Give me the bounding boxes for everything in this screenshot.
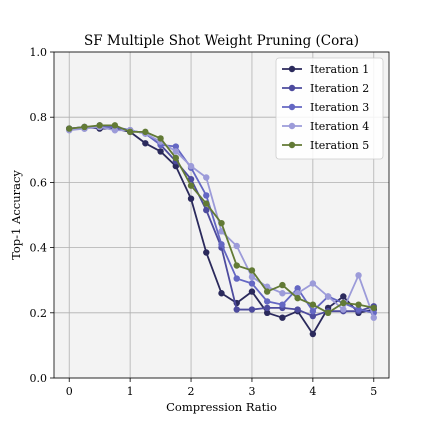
data-point bbox=[248, 288, 256, 295]
data-point bbox=[218, 241, 225, 248]
data-point bbox=[172, 154, 180, 162]
y-axis-label: Top-1 Accuracy bbox=[9, 170, 23, 260]
x-tick-label: 2 bbox=[188, 385, 195, 398]
chart-title: SF Multiple Shot Weight Pruning (Cora) bbox=[84, 33, 359, 49]
data-point bbox=[126, 128, 134, 136]
y-tick-label: 0.0 bbox=[30, 372, 48, 385]
data-point bbox=[203, 174, 210, 181]
data-point bbox=[248, 280, 256, 287]
data-point bbox=[294, 285, 301, 292]
data-point bbox=[294, 294, 301, 302]
legend-entry: Iteration 4 bbox=[282, 120, 369, 133]
data-point bbox=[218, 219, 225, 227]
data-point bbox=[340, 306, 347, 313]
data-point bbox=[233, 242, 240, 250]
legend-marker bbox=[288, 141, 296, 149]
legend-label: Iteration 2 bbox=[310, 82, 369, 95]
data-point bbox=[203, 192, 210, 199]
data-point bbox=[324, 309, 332, 316]
data-point bbox=[340, 299, 347, 307]
data-point bbox=[81, 123, 88, 131]
data-point bbox=[96, 122, 103, 129]
x-tick-label: 5 bbox=[370, 385, 377, 398]
data-point bbox=[187, 182, 195, 189]
data-point bbox=[263, 304, 271, 312]
series-layer bbox=[66, 122, 377, 338]
data-point bbox=[187, 195, 195, 202]
data-point bbox=[172, 148, 180, 155]
data-point bbox=[309, 312, 317, 320]
data-point bbox=[294, 290, 301, 297]
x-axis-label: Compression Ratio bbox=[166, 400, 277, 414]
data-point bbox=[218, 290, 225, 297]
legend-box bbox=[275, 57, 384, 160]
data-point bbox=[309, 280, 317, 287]
y-tick-label: 0.4 bbox=[30, 242, 48, 255]
legend-entry: Iteration 1 bbox=[282, 63, 369, 76]
legend-marker bbox=[288, 122, 296, 130]
data-point bbox=[355, 272, 362, 279]
data-point bbox=[187, 175, 195, 183]
data-point bbox=[233, 306, 240, 313]
data-point bbox=[203, 206, 210, 214]
y-tick-label: 1.0 bbox=[30, 46, 48, 59]
data-point bbox=[111, 122, 119, 129]
y-tick-label: 0.2 bbox=[30, 307, 48, 320]
data-point bbox=[142, 140, 149, 147]
y-tick-label: 0.8 bbox=[30, 111, 48, 124]
data-point bbox=[157, 135, 164, 142]
data-point bbox=[355, 306, 362, 313]
data-point bbox=[172, 162, 180, 170]
data-point bbox=[324, 293, 332, 300]
series-5 bbox=[66, 122, 377, 316]
legend-entry: Iteration 2 bbox=[282, 82, 369, 95]
data-point bbox=[172, 143, 180, 150]
axes: 0 1 2 3 4 5 0.0 0.2 0.4 0.6 0.8 1.0 bbox=[30, 46, 378, 398]
legend-entry: Iteration 5 bbox=[282, 139, 369, 152]
data-point bbox=[370, 314, 377, 321]
data-point bbox=[340, 293, 347, 300]
data-point bbox=[263, 309, 271, 316]
data-point bbox=[203, 200, 210, 207]
x-tick-label: 4 bbox=[309, 385, 316, 398]
legend-marker bbox=[288, 103, 296, 111]
data-point bbox=[279, 290, 286, 297]
data-point bbox=[248, 267, 256, 274]
data-point bbox=[309, 307, 317, 315]
legend-marker bbox=[288, 84, 296, 92]
legend-label: Iteration 5 bbox=[310, 139, 369, 152]
x-tick-label: 3 bbox=[248, 385, 255, 398]
data-point bbox=[309, 301, 317, 308]
data-point bbox=[294, 306, 301, 313]
data-point bbox=[248, 306, 256, 313]
x-tick-label: 1 bbox=[127, 385, 134, 398]
data-point bbox=[66, 125, 73, 132]
data-point bbox=[355, 301, 362, 308]
legend: Iteration 1 Iteration 2 Iteration 3 Iterati… bbox=[275, 57, 384, 160]
data-point bbox=[157, 148, 164, 155]
data-point bbox=[233, 275, 240, 282]
data-point bbox=[370, 304, 377, 312]
data-point bbox=[142, 128, 149, 136]
legend-marker bbox=[288, 65, 296, 73]
data-point bbox=[203, 249, 210, 256]
data-point bbox=[279, 314, 286, 321]
legend-label: Iteration 4 bbox=[310, 120, 369, 133]
data-point bbox=[309, 330, 317, 338]
data-point bbox=[263, 288, 271, 295]
plot-frame bbox=[53, 51, 390, 379]
data-point bbox=[187, 162, 195, 170]
data-point bbox=[248, 273, 256, 281]
legend-label: Iteration 1 bbox=[310, 63, 369, 76]
y-tick-label: 0.6 bbox=[30, 176, 48, 189]
legend-label: Iteration 3 bbox=[310, 101, 369, 114]
legend-entry: Iteration 3 bbox=[282, 101, 369, 114]
data-point bbox=[263, 298, 271, 305]
data-point bbox=[233, 262, 240, 269]
data-point bbox=[111, 127, 119, 134]
data-point bbox=[279, 301, 286, 308]
data-point bbox=[279, 281, 286, 289]
x-tick-label: 0 bbox=[66, 385, 73, 398]
